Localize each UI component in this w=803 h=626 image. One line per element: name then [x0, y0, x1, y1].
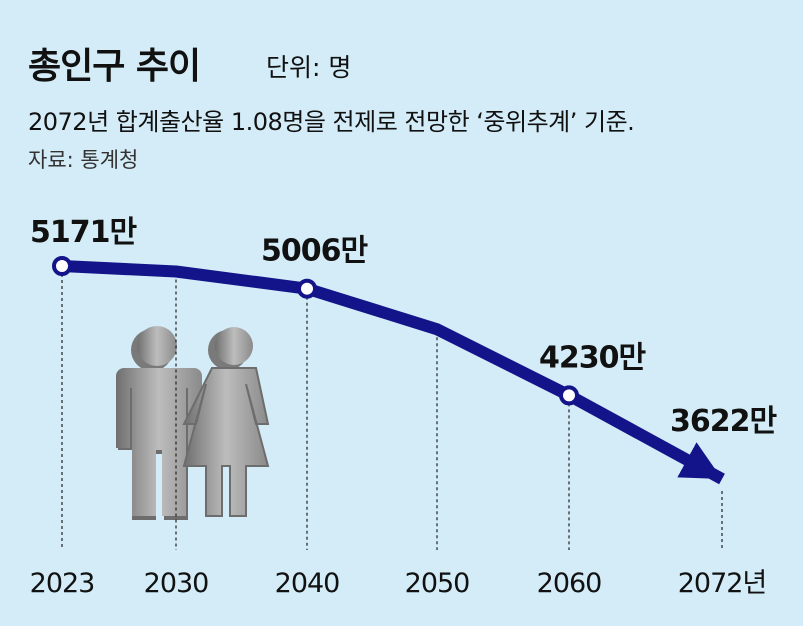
data-label: 5006만 — [261, 234, 368, 269]
chart-title: 총인구 추이 — [28, 46, 200, 87]
data-label: 3622만 — [670, 404, 777, 439]
unit-note: 단위: 명 — [266, 53, 351, 82]
x-tick-label: 2050 — [405, 568, 470, 599]
x-tick-label: 2060 — [537, 568, 602, 599]
point-marker — [52, 256, 72, 276]
data-label: 4230만 — [539, 340, 646, 375]
subtitle: 2072년 합계출산율 1.08명을 전제로 전망한 ‘중위추계’ 기준. — [28, 108, 634, 136]
source: 자료: 통계청 — [28, 148, 138, 172]
people-icon — [110, 326, 270, 520]
x-tick-label: 2030 — [144, 568, 209, 599]
x-tick-label: 2040 — [275, 568, 340, 599]
x-tick-label: 2023 — [30, 568, 95, 599]
line — [61, 260, 725, 485]
point-marker — [297, 278, 317, 299]
point-marker — [559, 385, 579, 406]
data-label: 5171만 — [30, 215, 137, 250]
x-tick-label: 2072년 — [678, 568, 767, 599]
